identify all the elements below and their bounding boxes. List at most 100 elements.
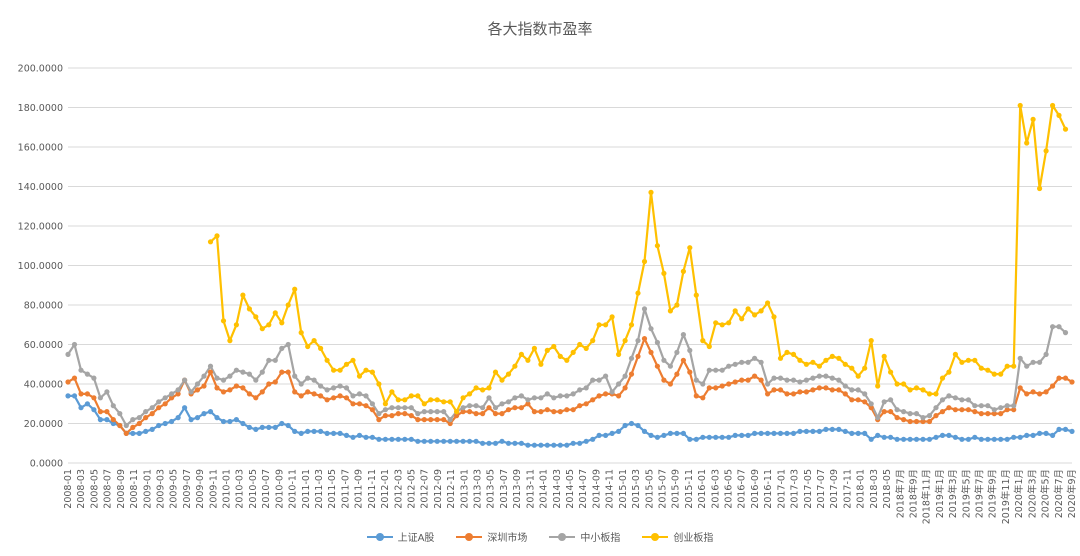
x-tick-label: 2019年9月	[987, 469, 999, 518]
data-point	[460, 395, 466, 401]
data-point	[363, 434, 369, 440]
data-point	[939, 397, 946, 403]
data-point	[648, 189, 654, 195]
x-tick-label: 2015-01	[618, 469, 629, 509]
data-point	[1062, 330, 1069, 336]
data-point	[473, 403, 479, 409]
data-point	[1037, 185, 1043, 192]
data-point	[771, 387, 777, 393]
data-point	[693, 436, 699, 442]
data-point	[933, 391, 939, 397]
x-tick-label: 2016-09	[750, 469, 761, 509]
data-point	[182, 405, 188, 411]
data-point	[233, 383, 239, 389]
x-tick-label: 2017-05	[803, 469, 814, 509]
data-point	[402, 405, 408, 411]
x-tick-label: 2010-07	[261, 469, 272, 509]
data-point	[207, 239, 214, 245]
data-point	[972, 409, 978, 415]
x-tick-label: 2020年5月	[1040, 469, 1052, 518]
data-point	[402, 397, 408, 403]
data-point	[564, 407, 570, 413]
y-tick-label: 40.0000	[24, 380, 63, 391]
x-tick-label: 2017-03	[790, 469, 801, 509]
data-point	[434, 417, 440, 423]
data-point	[389, 413, 395, 419]
data-point	[823, 373, 829, 379]
x-tick-label: 2012-09	[433, 469, 444, 509]
data-point	[583, 345, 589, 351]
data-point	[978, 436, 984, 442]
data-point	[635, 422, 641, 429]
data-point	[253, 395, 259, 401]
data-point	[570, 349, 576, 355]
data-point	[292, 389, 298, 395]
data-point	[784, 349, 790, 355]
data-point	[331, 395, 337, 401]
data-point	[285, 302, 291, 308]
data-point	[266, 424, 272, 430]
data-point	[467, 438, 473, 444]
data-point	[810, 375, 816, 381]
data-point	[292, 373, 298, 379]
data-point	[382, 401, 388, 407]
data-point	[628, 371, 635, 377]
data-point	[622, 385, 628, 391]
data-point	[654, 339, 661, 346]
data-point	[78, 391, 84, 397]
data-point	[933, 413, 939, 419]
data-point	[790, 377, 797, 383]
data-point	[972, 403, 978, 409]
data-point	[1037, 391, 1043, 397]
data-point	[259, 369, 265, 375]
data-point	[175, 415, 181, 421]
data-point	[784, 377, 790, 383]
x-tick-label: 2018年7月	[894, 469, 906, 518]
legend-swatch	[456, 532, 483, 542]
data-point	[732, 361, 738, 367]
y-tick-label: 200.0000	[18, 64, 63, 75]
data-point	[622, 422, 628, 429]
data-point	[1037, 359, 1043, 365]
x-tick-label: 2010-05	[248, 469, 259, 509]
data-point	[803, 361, 810, 367]
data-point	[784, 430, 790, 436]
data-point	[998, 405, 1004, 411]
x-tick-label: 2014-07	[578, 469, 589, 509]
data-point	[648, 349, 654, 355]
data-point	[661, 357, 667, 363]
data-point	[1062, 375, 1069, 381]
data-point	[596, 377, 602, 383]
data-point	[518, 440, 525, 446]
data-point	[687, 245, 693, 251]
data-point	[1017, 434, 1023, 440]
data-point	[719, 434, 725, 440]
data-point	[382, 436, 388, 442]
data-point	[557, 442, 563, 448]
data-point	[376, 411, 382, 417]
data-point	[428, 397, 434, 403]
data-point	[408, 413, 414, 419]
data-point	[486, 405, 492, 411]
data-point	[551, 395, 557, 401]
data-point	[136, 420, 142, 427]
data-point	[369, 369, 375, 375]
x-tick-label: 2018-03	[869, 469, 880, 509]
data-point	[901, 409, 907, 415]
data-point	[473, 385, 479, 391]
data-point	[577, 440, 583, 446]
data-point	[246, 306, 252, 312]
data-point	[810, 428, 816, 434]
data-point	[803, 389, 810, 395]
data-point	[402, 411, 408, 417]
data-point	[227, 418, 233, 425]
data-point	[188, 417, 194, 423]
data-point	[512, 405, 518, 411]
data-point	[920, 387, 926, 393]
data-point	[907, 418, 913, 425]
data-point	[382, 413, 388, 419]
data-point	[279, 345, 285, 351]
x-tick-label: 2020年9月	[1066, 469, 1078, 518]
data-point	[214, 233, 220, 239]
data-point	[894, 381, 900, 387]
